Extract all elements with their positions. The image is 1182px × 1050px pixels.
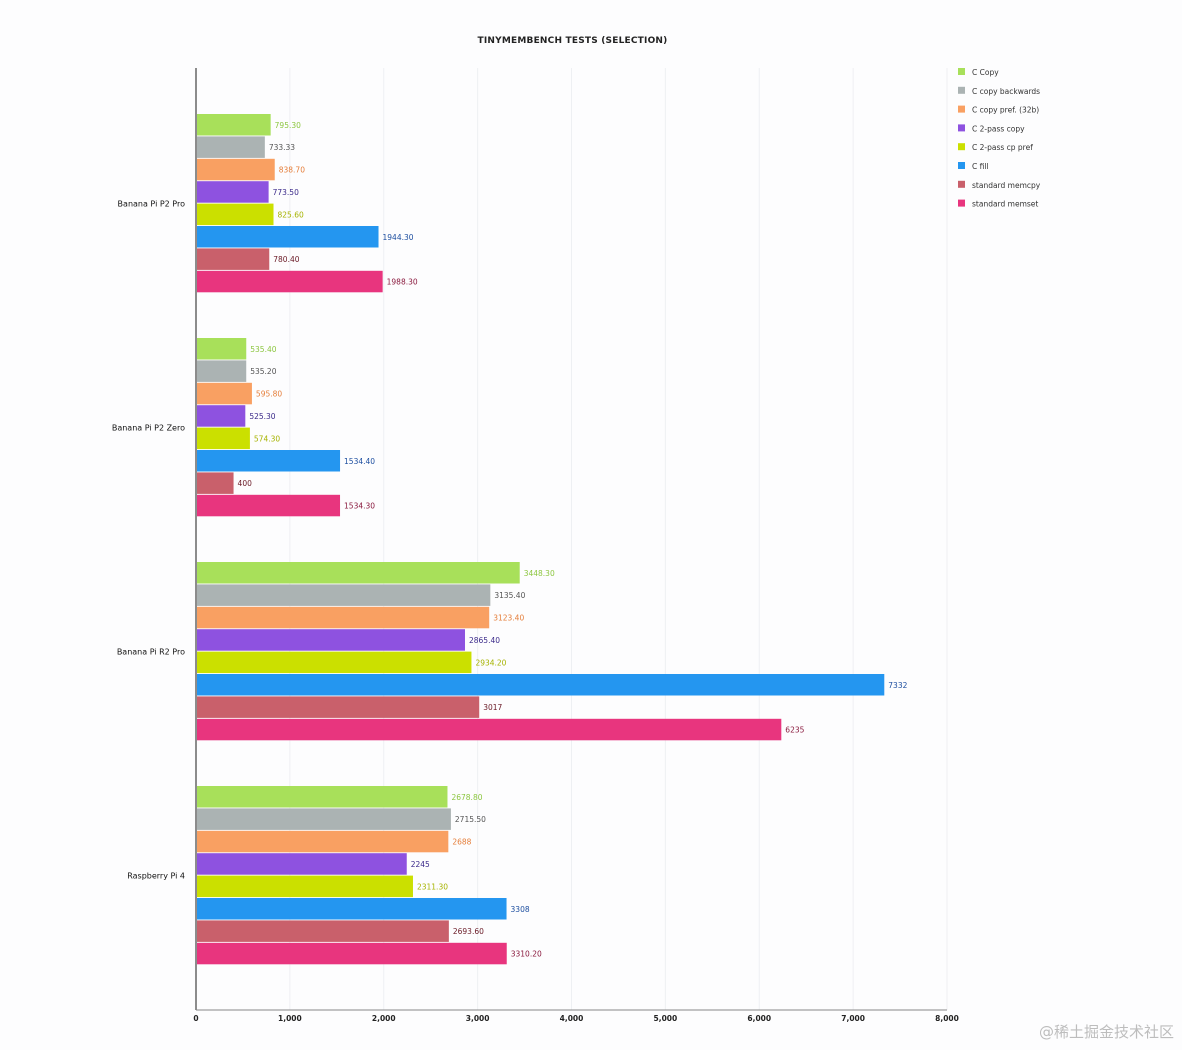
- data-label: 838.70: [279, 166, 305, 175]
- bar: [197, 427, 250, 450]
- x-tick-label: 8,000: [935, 1014, 959, 1023]
- x-tick-label: 7,000: [841, 1014, 865, 1023]
- legend-swatch: [958, 199, 965, 207]
- bar: [197, 248, 270, 270]
- data-label: 3135.40: [494, 591, 525, 600]
- legend-label: C copy backwards: [972, 87, 1040, 96]
- bar: [197, 606, 490, 629]
- data-label: 2688: [452, 838, 471, 847]
- x-tick-label: 3,000: [466, 1014, 490, 1023]
- bar: [197, 651, 472, 674]
- bar: [197, 338, 247, 360]
- data-label: 2311.30: [417, 882, 448, 891]
- data-label: 2245: [411, 860, 430, 869]
- bar: [197, 158, 275, 181]
- bar: [197, 920, 449, 942]
- bar: [197, 226, 379, 248]
- bar: [197, 875, 413, 898]
- data-label: 1988.30: [387, 278, 418, 287]
- data-label: 400: [238, 479, 253, 488]
- bar: [197, 786, 448, 808]
- bar: [197, 584, 491, 606]
- data-label: 3123.40: [493, 614, 524, 623]
- bar: [197, 270, 383, 293]
- data-label: 1944.30: [383, 233, 414, 242]
- legend-swatch: [958, 180, 965, 188]
- data-label: 1534.40: [344, 457, 375, 466]
- data-label: 1534.30: [344, 502, 375, 511]
- watermark: @稀土掘金技术社区: [1038, 1023, 1174, 1041]
- data-label: 795.30: [275, 121, 301, 130]
- data-label: 2865.40: [469, 636, 500, 645]
- bar: [197, 360, 247, 382]
- data-label: 3310.20: [511, 950, 542, 959]
- legend-label: C 2-pass cp pref: [972, 143, 1033, 152]
- bar: [197, 853, 407, 875]
- data-label: 535.20: [250, 367, 276, 376]
- bar: [197, 696, 480, 718]
- category-label: Banana Pi P2 Pro: [118, 200, 186, 209]
- bar: [197, 674, 885, 696]
- data-label: 6235: [785, 726, 804, 735]
- legend-swatch: [958, 86, 965, 94]
- data-label: 574.30: [254, 434, 280, 443]
- x-tick-label: 6,000: [747, 1014, 771, 1023]
- x-tick-label: 5,000: [654, 1014, 678, 1023]
- data-label: 773.50: [273, 188, 299, 197]
- bar: [197, 942, 507, 965]
- bar: [197, 629, 465, 651]
- category-label: Raspberry Pi 4: [127, 872, 185, 881]
- data-label: 595.80: [256, 390, 282, 399]
- data-label: 535.40: [250, 345, 276, 354]
- chart-title: TINYMEMBENCH TESTS (SELECTION): [477, 36, 668, 46]
- bar: [197, 181, 269, 203]
- x-tick-label: 1,000: [278, 1014, 302, 1023]
- bar: [197, 718, 782, 741]
- x-tick-label: 2,000: [372, 1014, 396, 1023]
- legend-label: C copy pref. (32b): [972, 106, 1039, 115]
- bar: [197, 562, 520, 584]
- bar: [197, 898, 507, 920]
- legend-swatch: [958, 124, 965, 132]
- legend-label: C Copy: [972, 68, 999, 77]
- legend-swatch: [958, 68, 965, 75]
- data-label: 2678.80: [451, 793, 482, 802]
- data-label: 2715.50: [455, 815, 486, 824]
- bar: [197, 136, 265, 158]
- bar: [197, 405, 246, 427]
- bar: [197, 808, 451, 830]
- bar: [197, 114, 271, 136]
- legend-swatch: [958, 162, 965, 169]
- bar: [197, 450, 341, 472]
- data-label: 3017: [483, 703, 502, 712]
- data-label: 7332: [888, 681, 907, 690]
- category-label: Banana Pi R2 Pro: [117, 648, 185, 657]
- legend-label: standard memset: [972, 200, 1038, 209]
- bar: [197, 203, 274, 226]
- data-label: 2693.60: [453, 927, 484, 936]
- data-label: 2934.20: [475, 658, 506, 667]
- data-label: 3308: [511, 905, 530, 914]
- data-label: 780.40: [273, 255, 299, 264]
- data-label: 525.30: [249, 412, 275, 421]
- category-label: Banana Pi P2 Zero: [112, 424, 185, 433]
- bar: [197, 494, 341, 517]
- legend-label: C 2-pass copy: [972, 124, 1025, 133]
- data-label: 3448.30: [524, 569, 555, 578]
- bar: [197, 382, 252, 405]
- legend-swatch: [958, 143, 965, 151]
- bar: [197, 830, 449, 853]
- x-tick-label: 0: [193, 1014, 198, 1023]
- data-label: 733.33: [269, 143, 295, 152]
- legend-label: standard memcpy: [972, 181, 1041, 190]
- legend-swatch: [958, 105, 965, 113]
- bar: [197, 472, 234, 494]
- legend-label: C fill: [972, 162, 989, 171]
- data-label: 825.60: [278, 210, 304, 219]
- x-tick-label: 4,000: [560, 1014, 584, 1023]
